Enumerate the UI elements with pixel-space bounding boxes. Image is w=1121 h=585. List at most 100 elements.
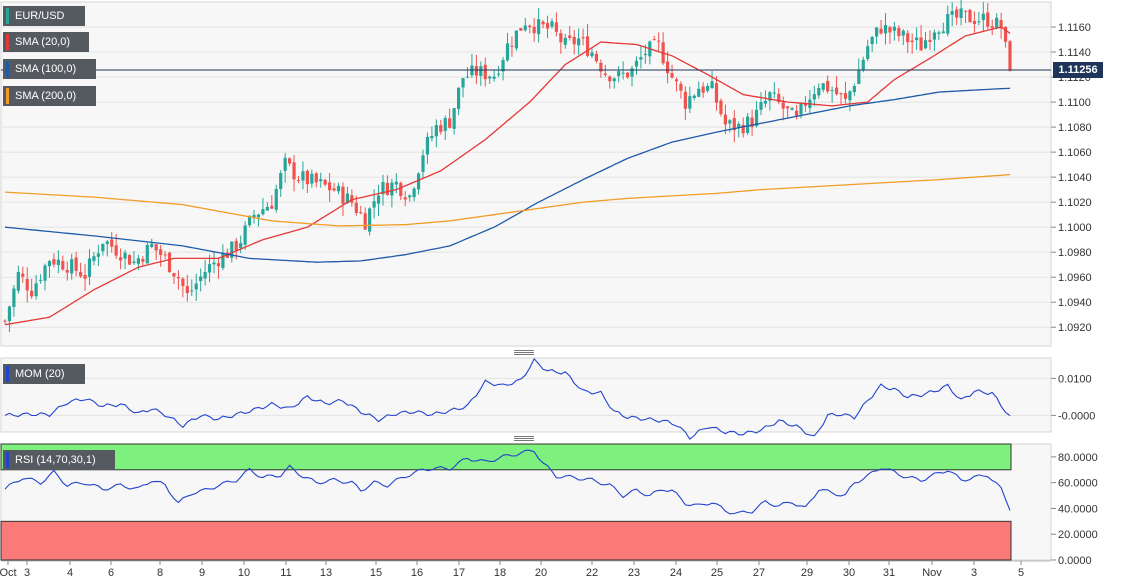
candle-body [750,117,754,128]
candle-body [728,120,732,124]
candle-body [523,25,527,31]
candle-body [221,252,225,269]
candle-body [448,118,452,128]
candle-body [270,205,274,209]
time-tick-label: 18 [494,567,506,579]
price-tick-label: 1.1040 [1058,172,1092,184]
candle-body [12,288,16,307]
candle-body [714,83,719,103]
rsi-overbought-zone [0,443,1012,471]
time-tick-label: 11 [280,567,291,579]
time-tick-label: 13 [320,567,332,579]
candle-body [830,89,834,91]
candle-body [30,290,34,297]
candle-body [203,271,207,279]
candle-body [136,258,141,264]
legend-symbol[interactable]: EUR/USD [3,6,85,26]
candle-body [826,80,830,92]
legend-symbol-label: EUR/USD [15,10,65,22]
candle-body [408,195,412,198]
candle-body [946,13,950,34]
time-tick-label: 3 [24,567,30,579]
time-tick-label: 10 [238,567,250,579]
candle-body [145,244,149,264]
legend-sma200-label: SMA (200,0) [15,90,77,102]
legend-sma100-label: SMA (100,0) [15,63,77,75]
candle-body [563,37,567,45]
sma-line-100 [4,87,1011,263]
candle-body [216,263,221,267]
candle-body [999,20,1003,29]
sma200-swatch [6,88,9,104]
candle-body [141,258,145,262]
legend-sma100[interactable]: SMA (100,0) [3,59,96,79]
candle-body [199,276,203,282]
candle-body [83,274,87,279]
candle-body [443,118,447,131]
candle-body [683,91,687,109]
legend-sma200[interactable]: SMA (200,0) [3,86,96,106]
sma-line-20 [4,26,1011,326]
candle-body [617,71,621,77]
candle-body [52,259,56,265]
candle-body [292,162,296,180]
rsi-oversold-zone [0,520,1012,561]
time-tick-label: 5 [1018,567,1024,579]
candle-body [190,290,194,292]
legend-rsi[interactable]: RSI (14,70,30,1) [3,450,115,470]
candle-body [817,87,821,96]
candle-body [488,76,492,79]
candle-body [492,76,496,79]
candle-body [114,245,118,256]
candle-body [439,125,443,132]
candle-body [514,30,518,49]
candle-body [581,37,585,39]
candle-body [288,158,292,164]
candle-body [888,27,892,33]
candle-body [697,88,701,97]
candle-body [194,283,198,290]
candle-body [950,11,954,15]
legend-sma20[interactable]: SMA (20,0) [3,32,89,52]
time-tick-label: 15 [370,567,382,579]
rsi-tick-label: 60.0000 [1058,478,1098,490]
candle-body [955,9,959,18]
candle-body [732,118,736,131]
price-tick-label: 1.1020 [1058,197,1092,209]
candle-body [25,278,29,291]
candle-body [746,116,750,133]
candle-body [212,262,216,265]
pane-splitter-handle[interactable] [514,350,534,355]
candle-body [510,45,514,47]
candle-body [305,170,309,185]
candle-body [910,40,914,42]
candle-body [848,91,852,101]
candle-body [96,253,100,257]
legend-mom[interactable]: MOM (20) [3,364,85,384]
candle-body [657,40,661,42]
symbol-swatch [6,8,9,24]
candle-body [403,197,407,200]
candle-body [167,252,172,273]
candle-body [688,96,692,109]
candle-body [545,22,550,29]
candle-body [590,52,594,57]
pane-0-background [0,1,1052,347]
candle-body [65,269,69,273]
candle-body [834,87,839,95]
candle-body [119,257,123,261]
candle-body [723,114,727,125]
candle-body [554,22,559,32]
candle-body [390,182,394,196]
pane-splitter-handle-2[interactable] [514,436,534,441]
candle-body [252,214,256,218]
candle-body [719,100,723,115]
time-tick-label: 4 [67,567,73,579]
candle-body [777,93,781,103]
time-tick-label: 20 [535,567,547,579]
candle-body [230,241,234,258]
candle-body [163,254,167,256]
pane-1-background [0,357,1052,433]
